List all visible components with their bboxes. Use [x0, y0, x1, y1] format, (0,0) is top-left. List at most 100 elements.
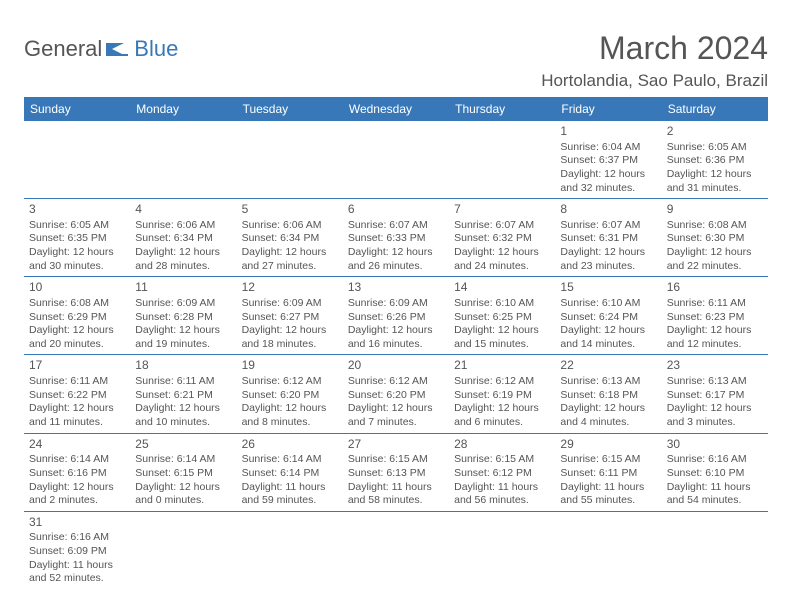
day-info-line: Daylight: 12 hours	[29, 402, 125, 416]
day-info-line: Sunrise: 6:14 AM	[242, 453, 338, 467]
day-info-line: Sunset: 6:09 PM	[29, 545, 125, 559]
day-header: Sunday	[24, 97, 130, 121]
day-info-line: Sunset: 6:30 PM	[667, 232, 763, 246]
day-info-line: and 10 minutes.	[135, 416, 231, 430]
day-info-line: Sunrise: 6:16 AM	[667, 453, 763, 467]
calendar-cell	[555, 511, 661, 589]
day-info-line: Sunset: 6:12 PM	[454, 467, 550, 481]
day-info-line: Daylight: 12 hours	[454, 246, 550, 260]
calendar-cell: 10Sunrise: 6:08 AMSunset: 6:29 PMDayligh…	[24, 277, 130, 355]
day-info-line: Sunset: 6:25 PM	[454, 311, 550, 325]
day-info-line: Sunset: 6:37 PM	[560, 154, 656, 168]
day-number: 16	[667, 280, 763, 296]
day-info-line: and 4 minutes.	[560, 416, 656, 430]
day-header: Wednesday	[343, 97, 449, 121]
day-number: 8	[560, 202, 656, 218]
day-info-line: and 18 minutes.	[242, 338, 338, 352]
calendar-cell: 9Sunrise: 6:08 AMSunset: 6:30 PMDaylight…	[662, 199, 768, 277]
day-info-line: Sunset: 6:22 PM	[29, 389, 125, 403]
title-block: March 2024 Hortolandia, Sao Paulo, Brazi…	[541, 30, 768, 91]
day-info-line: Daylight: 12 hours	[560, 324, 656, 338]
location: Hortolandia, Sao Paulo, Brazil	[541, 71, 768, 91]
day-header-row: Sunday Monday Tuesday Wednesday Thursday…	[24, 97, 768, 121]
logo-text-blue: Blue	[134, 36, 178, 62]
day-number: 28	[454, 437, 550, 453]
day-info-line: Daylight: 11 hours	[560, 481, 656, 495]
calendar-cell: 30Sunrise: 6:16 AMSunset: 6:10 PMDayligh…	[662, 433, 768, 511]
day-number: 6	[348, 202, 444, 218]
day-info-line: and 24 minutes.	[454, 260, 550, 274]
calendar-cell: 5Sunrise: 6:06 AMSunset: 6:34 PMDaylight…	[237, 199, 343, 277]
day-info-line: Sunset: 6:27 PM	[242, 311, 338, 325]
calendar-cell: 22Sunrise: 6:13 AMSunset: 6:18 PMDayligh…	[555, 355, 661, 433]
calendar-cell: 27Sunrise: 6:15 AMSunset: 6:13 PMDayligh…	[343, 433, 449, 511]
day-info-line: Daylight: 12 hours	[560, 168, 656, 182]
calendar-cell	[237, 121, 343, 199]
day-number: 18	[135, 358, 231, 374]
day-info-line: Sunrise: 6:15 AM	[348, 453, 444, 467]
day-info-line: Sunrise: 6:13 AM	[560, 375, 656, 389]
day-info-line: and 54 minutes.	[667, 494, 763, 508]
day-number: 27	[348, 437, 444, 453]
calendar-cell: 18Sunrise: 6:11 AMSunset: 6:21 PMDayligh…	[130, 355, 236, 433]
day-header: Monday	[130, 97, 236, 121]
day-info-line: Daylight: 12 hours	[242, 402, 338, 416]
day-info-line: Sunset: 6:29 PM	[29, 311, 125, 325]
day-number: 21	[454, 358, 550, 374]
calendar-cell	[343, 121, 449, 199]
day-info-line: Sunset: 6:31 PM	[560, 232, 656, 246]
day-info-line: Sunset: 6:34 PM	[242, 232, 338, 246]
day-info-line: Sunrise: 6:08 AM	[29, 297, 125, 311]
day-info-line: Sunrise: 6:12 AM	[454, 375, 550, 389]
day-number: 23	[667, 358, 763, 374]
day-number: 2	[667, 124, 763, 140]
day-info-line: and 56 minutes.	[454, 494, 550, 508]
day-info-line: and 32 minutes.	[560, 182, 656, 196]
day-info-line: Sunrise: 6:05 AM	[29, 219, 125, 233]
day-info-line: Sunrise: 6:14 AM	[29, 453, 125, 467]
day-info-line: and 28 minutes.	[135, 260, 231, 274]
day-number: 24	[29, 437, 125, 453]
day-info-line: and 8 minutes.	[242, 416, 338, 430]
day-info-line: Sunrise: 6:15 AM	[454, 453, 550, 467]
calendar-row: 24Sunrise: 6:14 AMSunset: 6:16 PMDayligh…	[24, 433, 768, 511]
calendar-row: 17Sunrise: 6:11 AMSunset: 6:22 PMDayligh…	[24, 355, 768, 433]
day-info-line: Sunrise: 6:16 AM	[29, 531, 125, 545]
day-number: 7	[454, 202, 550, 218]
day-info-line: Daylight: 12 hours	[667, 324, 763, 338]
day-info-line: Sunrise: 6:15 AM	[560, 453, 656, 467]
day-info-line: Sunset: 6:17 PM	[667, 389, 763, 403]
day-info-line: Daylight: 12 hours	[242, 324, 338, 338]
calendar-row: 3Sunrise: 6:05 AMSunset: 6:35 PMDaylight…	[24, 199, 768, 277]
day-info-line: Daylight: 12 hours	[667, 246, 763, 260]
day-info-line: Daylight: 12 hours	[667, 168, 763, 182]
calendar-cell: 15Sunrise: 6:10 AMSunset: 6:24 PMDayligh…	[555, 277, 661, 355]
calendar-cell: 2Sunrise: 6:05 AMSunset: 6:36 PMDaylight…	[662, 121, 768, 199]
calendar-cell: 3Sunrise: 6:05 AMSunset: 6:35 PMDaylight…	[24, 199, 130, 277]
day-info-line: Sunset: 6:14 PM	[242, 467, 338, 481]
day-number: 15	[560, 280, 656, 296]
calendar-cell: 11Sunrise: 6:09 AMSunset: 6:28 PMDayligh…	[130, 277, 236, 355]
day-info-line: Daylight: 12 hours	[348, 246, 444, 260]
day-info-line: Sunset: 6:21 PM	[135, 389, 231, 403]
day-info-line: Daylight: 12 hours	[454, 402, 550, 416]
calendar-cell: 16Sunrise: 6:11 AMSunset: 6:23 PMDayligh…	[662, 277, 768, 355]
calendar-cell: 6Sunrise: 6:07 AMSunset: 6:33 PMDaylight…	[343, 199, 449, 277]
day-info-line: Sunrise: 6:12 AM	[348, 375, 444, 389]
day-number: 11	[135, 280, 231, 296]
day-info-line: Sunrise: 6:11 AM	[135, 375, 231, 389]
calendar-cell: 25Sunrise: 6:14 AMSunset: 6:15 PMDayligh…	[130, 433, 236, 511]
day-number: 25	[135, 437, 231, 453]
calendar-cell: 29Sunrise: 6:15 AMSunset: 6:11 PMDayligh…	[555, 433, 661, 511]
day-info-line: Sunset: 6:11 PM	[560, 467, 656, 481]
day-info-line: and 19 minutes.	[135, 338, 231, 352]
calendar-cell: 28Sunrise: 6:15 AMSunset: 6:12 PMDayligh…	[449, 433, 555, 511]
calendar-row: 10Sunrise: 6:08 AMSunset: 6:29 PMDayligh…	[24, 277, 768, 355]
day-info-line: Daylight: 12 hours	[29, 324, 125, 338]
calendar-cell: 23Sunrise: 6:13 AMSunset: 6:17 PMDayligh…	[662, 355, 768, 433]
day-number: 26	[242, 437, 338, 453]
day-info-line: and 16 minutes.	[348, 338, 444, 352]
day-number: 17	[29, 358, 125, 374]
day-info-line: Daylight: 11 hours	[29, 559, 125, 573]
day-header: Saturday	[662, 97, 768, 121]
